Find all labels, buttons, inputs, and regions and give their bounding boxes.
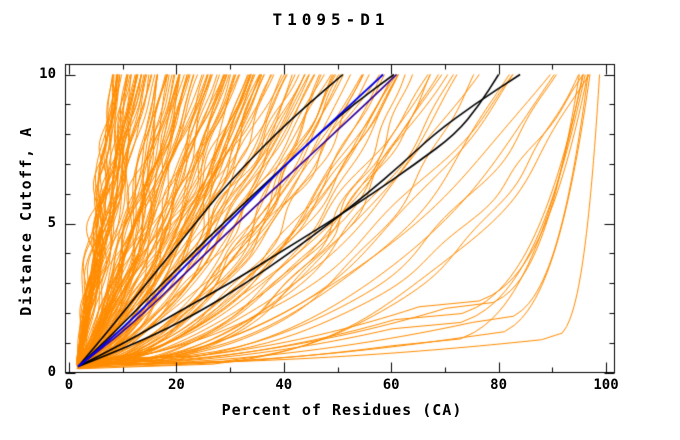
y-tick-label: 5	[47, 214, 56, 231]
chart-title: T1095-D1	[272, 10, 390, 29]
x-axis-label: Percent of Residues (CA)	[221, 401, 463, 419]
y-tick-label: 10	[39, 65, 56, 82]
x-tick-label: 20	[167, 377, 185, 393]
x-tick-label: 100	[593, 377, 619, 393]
x-tick-label: 60	[382, 377, 400, 393]
x-tick-label: 40	[275, 377, 293, 393]
y-tick-label: 0	[47, 363, 56, 380]
x-tick-label: 80	[490, 377, 508, 393]
x-tick-label: 0	[64, 377, 74, 393]
